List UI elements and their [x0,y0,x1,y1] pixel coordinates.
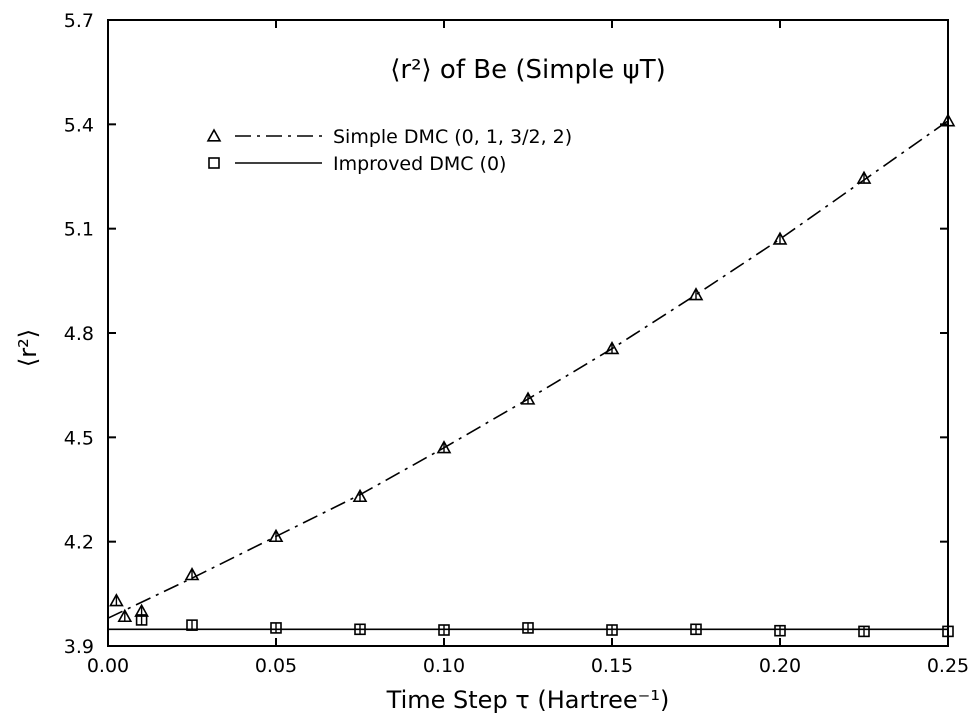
data-point-improved-dmc [354,623,366,636]
data-point-improved-dmc [606,624,618,636]
data-point-improved-dmc [858,625,870,638]
data-point-simple-dmc [117,608,133,623]
plot-frame [107,19,949,647]
data-point-simple-dmc [688,287,704,301]
data-point-improved-dmc [774,624,786,637]
plot-lines [107,120,949,631]
x-tick-label: 0.20 [759,655,801,677]
x-tick-label: 0.25 [927,655,969,677]
data-point-simple-dmc [109,593,124,607]
legend: Simple DMC (0, 1, 3/2, 2) Improved DMC (… [206,126,572,175]
legend-marker-triangle [206,128,222,142]
data-point-improved-dmc [522,622,534,634]
legend-symbol-improved-dmc [208,157,322,169]
data-point-improved-dmc [135,614,148,626]
chart-title: ⟨r²⟩ of Be (Simple ψT) [390,55,665,85]
data-point-simple-dmc [352,488,368,503]
x-tick-label: 0.00 [87,655,129,677]
y-tick-label: 5.4 [64,114,94,136]
data-point-simple-dmc [268,528,284,543]
y-tick-label: 5.1 [64,219,94,241]
plot-markers [109,113,956,638]
data-point-simple-dmc [604,341,620,355]
data-point-simple-dmc [436,440,452,454]
x-tick-label: 0.05 [255,655,297,677]
data-point-simple-dmc [772,231,788,245]
data-point-simple-dmc [856,170,872,184]
x-axis-label: Time Step τ (Hartree⁻¹) [386,686,670,714]
x-tick-label: 0.10 [423,655,465,677]
legend-marker-square [208,157,220,169]
x-tick-label: 0.15 [591,655,633,677]
y-tick-label: 5.7 [64,10,94,32]
y-tick-label: 4.5 [64,427,94,449]
x-ticks: 0.00 0.05 0.10 0.15 0.20 0.25 [87,20,969,677]
y-tick-label: 4.8 [64,323,94,345]
data-point-simple-dmc [184,567,200,581]
data-point-improved-dmc [270,622,282,634]
data-point-simple-dmc [520,391,536,405]
y-ticks: 3.9 4.2 4.5 4.8 5.1 5.4 5.7 [64,10,948,658]
legend-symbol-simple-dmc [206,128,322,142]
y-tick-label: 4.2 [64,532,94,554]
legend-label-simple-dmc: Simple DMC (0, 1, 3/2, 2) [333,126,572,148]
y-tick-label: 3.9 [64,636,94,658]
data-point-improved-dmc [438,624,450,636]
legend-label-improved-dmc: Improved DMC (0) [333,153,506,175]
data-point-improved-dmc [186,619,198,631]
y-axis-label: ⟨r²⟩ [14,329,42,367]
data-point-improved-dmc [690,623,702,636]
fit-line-simple-dmc [107,120,949,619]
